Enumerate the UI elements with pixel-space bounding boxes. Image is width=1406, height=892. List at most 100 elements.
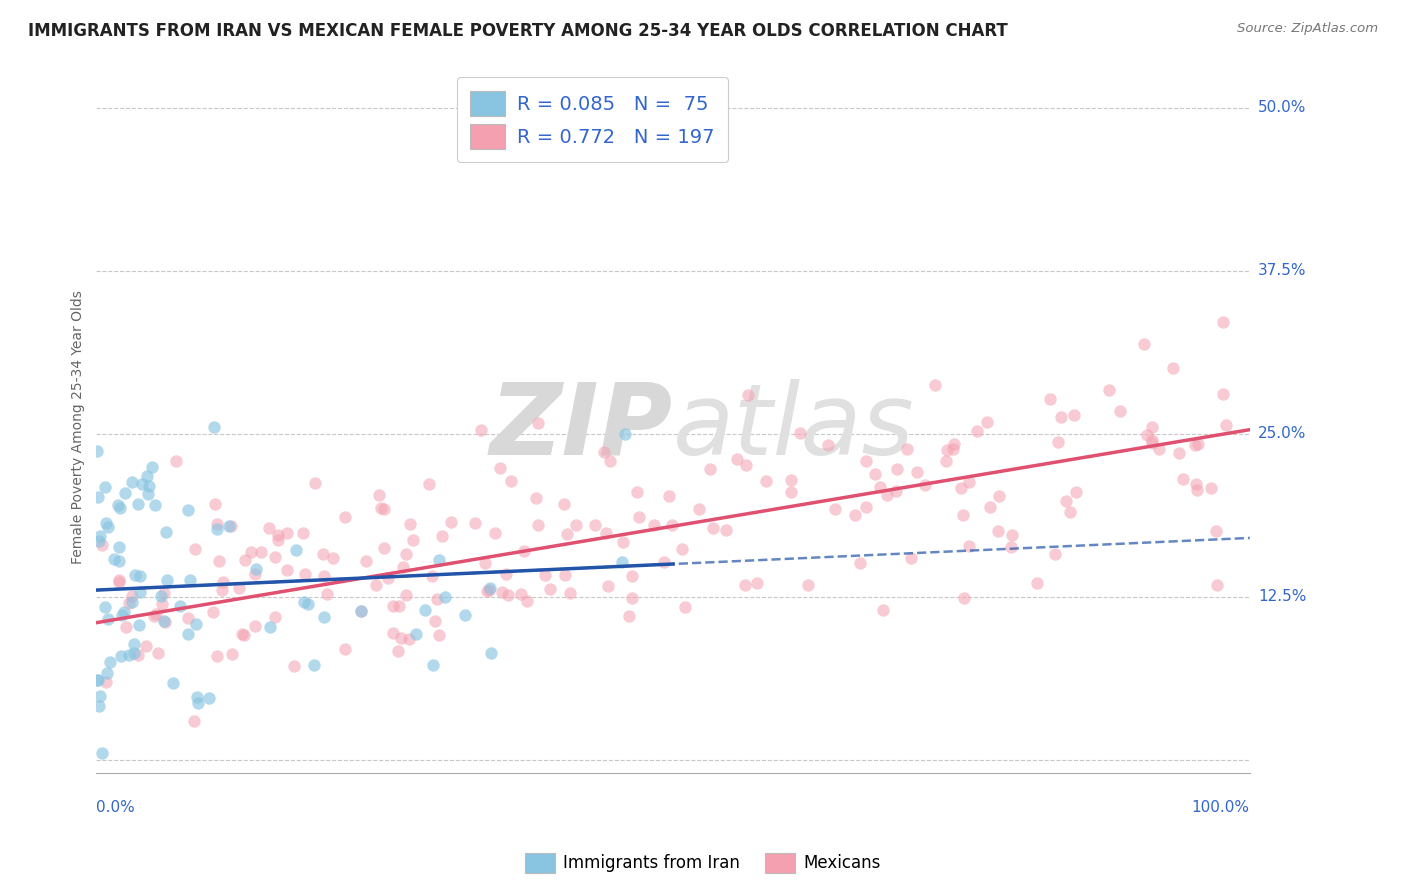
Point bbox=[1140, 420, 1163, 434]
Point bbox=[405, 626, 427, 640]
Text: 100.0%: 100.0% bbox=[1192, 799, 1250, 814]
Point bbox=[118, 648, 141, 662]
Point bbox=[264, 609, 287, 624]
Point bbox=[108, 540, 131, 554]
Point bbox=[228, 581, 250, 595]
Point bbox=[176, 503, 198, 517]
Point bbox=[1063, 408, 1085, 422]
Point bbox=[129, 568, 152, 582]
Text: 12.5%: 12.5% bbox=[1258, 589, 1306, 604]
Point bbox=[734, 458, 756, 473]
Point bbox=[702, 521, 724, 535]
Point bbox=[1043, 548, 1066, 562]
Point bbox=[294, 567, 316, 582]
Point bbox=[205, 648, 228, 663]
Point bbox=[489, 461, 512, 475]
Point bbox=[643, 518, 665, 533]
Point bbox=[149, 589, 172, 603]
Point bbox=[87, 490, 110, 504]
Point bbox=[155, 615, 177, 630]
Point bbox=[232, 627, 254, 641]
Point bbox=[108, 574, 131, 589]
Point bbox=[1171, 472, 1194, 486]
Point bbox=[387, 644, 409, 658]
Point bbox=[395, 548, 418, 562]
Point bbox=[141, 460, 163, 475]
Point bbox=[613, 426, 636, 441]
Point bbox=[1133, 337, 1156, 351]
Point bbox=[513, 544, 536, 558]
Point bbox=[1046, 435, 1069, 450]
Point bbox=[555, 527, 578, 541]
Point bbox=[89, 529, 111, 543]
Point bbox=[628, 510, 651, 524]
Point bbox=[617, 609, 640, 624]
Point bbox=[434, 590, 457, 604]
Point bbox=[1147, 442, 1170, 456]
Point bbox=[612, 535, 634, 549]
Point bbox=[976, 415, 998, 429]
Point bbox=[121, 589, 143, 603]
Point bbox=[398, 632, 420, 646]
Point bbox=[855, 500, 877, 514]
Point bbox=[477, 584, 499, 599]
Point bbox=[661, 518, 683, 533]
Point bbox=[496, 588, 519, 602]
Point bbox=[1064, 485, 1087, 500]
Point bbox=[688, 502, 710, 516]
Point bbox=[91, 746, 114, 760]
Point bbox=[276, 563, 298, 577]
Point bbox=[427, 628, 450, 642]
Point bbox=[211, 582, 233, 597]
Point bbox=[479, 581, 502, 595]
Point bbox=[755, 474, 778, 488]
Point bbox=[165, 454, 187, 468]
Point bbox=[526, 417, 548, 431]
Point bbox=[122, 646, 145, 660]
Point bbox=[108, 554, 131, 568]
Point bbox=[454, 607, 477, 622]
Text: Source: ZipAtlas.com: Source: ZipAtlas.com bbox=[1237, 22, 1378, 36]
Point bbox=[243, 567, 266, 582]
Point bbox=[534, 567, 557, 582]
Point bbox=[110, 648, 132, 663]
Point bbox=[671, 541, 693, 556]
Point bbox=[626, 485, 648, 500]
Point bbox=[391, 560, 413, 574]
Point bbox=[373, 501, 395, 516]
Point bbox=[478, 583, 501, 598]
Point bbox=[474, 556, 496, 570]
Point bbox=[844, 508, 866, 522]
Point bbox=[987, 524, 1010, 539]
Point bbox=[205, 522, 228, 536]
Point bbox=[233, 553, 256, 567]
Point bbox=[373, 541, 395, 555]
Point bbox=[554, 568, 576, 582]
Point bbox=[86, 444, 108, 458]
Point bbox=[869, 480, 891, 494]
Point bbox=[249, 545, 271, 559]
Text: 0.0%: 0.0% bbox=[97, 799, 135, 814]
Point bbox=[402, 533, 425, 547]
Point bbox=[97, 612, 120, 626]
Point bbox=[283, 658, 305, 673]
Point bbox=[179, 573, 201, 587]
Point bbox=[1184, 438, 1206, 452]
Point bbox=[114, 485, 136, 500]
Point bbox=[957, 475, 980, 489]
Point bbox=[382, 599, 405, 614]
Point bbox=[350, 604, 373, 618]
Point bbox=[107, 498, 129, 512]
Point bbox=[1215, 417, 1237, 432]
Point bbox=[495, 566, 517, 581]
Point bbox=[297, 597, 319, 611]
Point bbox=[350, 604, 373, 618]
Point bbox=[936, 443, 959, 458]
Point bbox=[420, 569, 443, 583]
Point bbox=[558, 585, 581, 599]
Point bbox=[1025, 575, 1047, 590]
Point bbox=[734, 578, 756, 592]
Point bbox=[97, 520, 120, 534]
Point bbox=[91, 538, 114, 552]
Point bbox=[427, 552, 450, 566]
